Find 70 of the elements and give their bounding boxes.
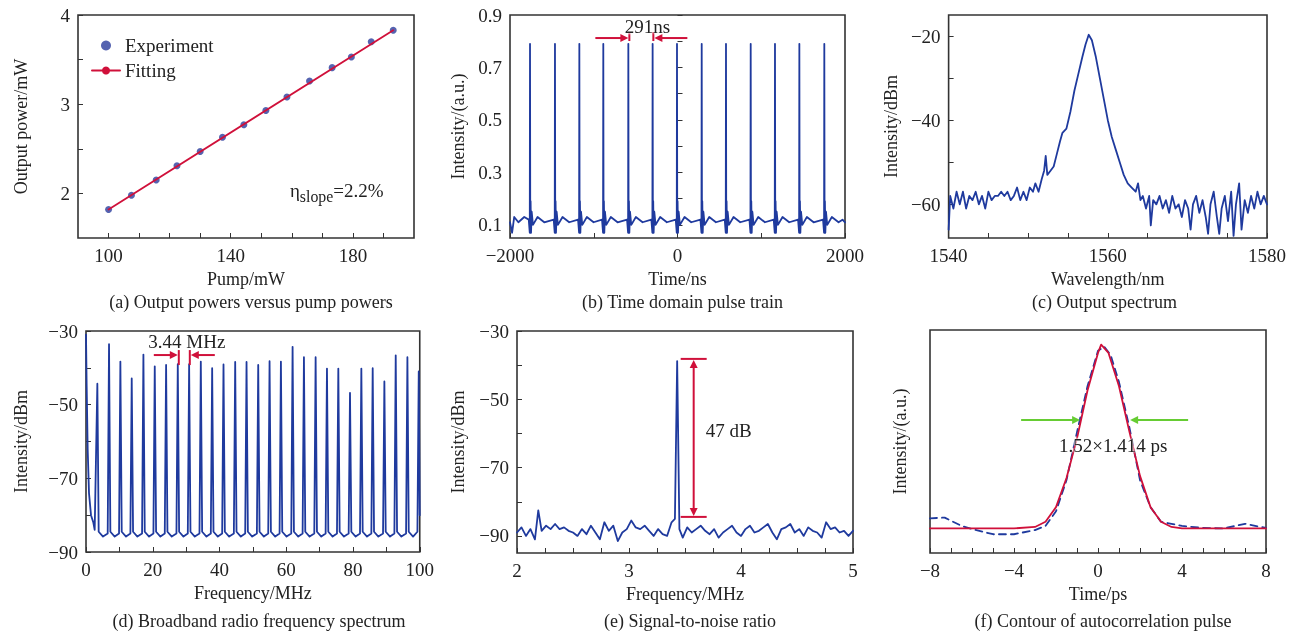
annotation: 47 dB [705, 419, 752, 442]
line-series [85, 333, 421, 538]
x-tick-label: 180 [338, 245, 368, 266]
y-axis-title: Intensity/dBm [881, 75, 901, 178]
x-tick-label: 3 [624, 560, 634, 581]
y-tick-label: 0.7 [478, 56, 502, 78]
y-tick-label: 4 [60, 4, 71, 26]
x-tick-label: 4 [736, 560, 747, 581]
x-tick-label: 100 [94, 245, 123, 266]
x-axis-title: Wavelength/nm [1051, 268, 1165, 289]
line-series [516, 360, 854, 542]
y-tick-label: −60 [910, 193, 941, 215]
y-tick-label: −90 [48, 541, 78, 563]
x-tick-label: 20 [143, 559, 163, 580]
y-tick-label: −30 [479, 320, 509, 342]
x-tick-label: 0 [81, 559, 91, 580]
y-tick-label: 3 [60, 93, 70, 115]
y-tick-label: −40 [910, 109, 941, 131]
y-axis-title: Intensity/(a.u.) [448, 73, 469, 180]
y-tick-label: −30 [48, 320, 78, 342]
x-tick-label: 8 [1261, 560, 1271, 581]
y-axis-title: Intensity/(a.u.) [890, 388, 911, 495]
text: (f) Contour of autocorrelation pulse [974, 611, 1232, 632]
y-tick-label: −50 [479, 388, 509, 410]
annotation: 3.44 MHz [148, 331, 226, 354]
x-tick-label: 140 [216, 245, 245, 266]
x-tick-label: 0 [672, 245, 683, 266]
legend-label: Experiment [125, 35, 215, 56]
y-axis-title: Intensity/dBm [11, 390, 31, 493]
x-tick-label: 60 [276, 559, 296, 580]
legend-label: Fitting [125, 60, 177, 81]
x-tick-label: −8 [919, 560, 941, 581]
text: (c) Output spectrum [1032, 292, 1177, 313]
y-tick-label: −70 [48, 467, 78, 489]
y-tick-label: 2 [60, 182, 70, 204]
x-tick-label: 5 [848, 560, 858, 581]
annotation: η$_{slope}$=2.2% [289, 180, 384, 207]
x-tick-label: 1540 [929, 245, 968, 266]
x-axis-title: Time/ns [648, 268, 707, 289]
text: (e) Signal-to-noise ratio [604, 611, 776, 632]
x-tick-label: 2 [512, 560, 522, 581]
y-tick-label: 0.5 [478, 109, 502, 131]
x-tick-label: 0 [1093, 560, 1103, 581]
x-tick-label: 1580 [1248, 245, 1286, 266]
y-tick-label: −20 [910, 25, 941, 47]
text: (b) Time domain pulse train [582, 292, 783, 313]
x-axis-title: Frequency/MHz [193, 582, 312, 603]
x-tick-label: 1560 [1088, 245, 1127, 266]
annotation: 291ns [624, 16, 671, 39]
x-tick-label: 40 [210, 559, 229, 580]
x-axis-title: Time/ps [1068, 583, 1128, 604]
x-tick-label: 80 [343, 559, 363, 580]
x-tick-label: −2000 [485, 245, 535, 266]
y-tick-label: −50 [48, 394, 78, 416]
x-axis-title: Pump/mW [206, 268, 286, 289]
y-tick-label: −90 [479, 525, 509, 547]
x-tick-label: 4 [1177, 560, 1188, 581]
y-axis-title: Intensity/dBm [448, 390, 468, 494]
text: (a) Output powers versus pump powers [109, 292, 393, 313]
y-axis-title: Output power/mW [11, 58, 31, 195]
line-series [947, 33, 1268, 237]
text: (d) Broadband radio frequency spectrum [112, 611, 406, 632]
x-tick-label: 100 [405, 559, 434, 580]
y-tick-label: 0.3 [478, 161, 502, 183]
y-tick-label: 0.1 [478, 214, 502, 236]
y-tick-label: −70 [479, 457, 509, 479]
x-tick-label: −4 [1003, 560, 1025, 581]
y-tick-label: 0.9 [478, 4, 502, 26]
x-tick-label: 2000 [826, 245, 864, 266]
x-axis-title: Frequency/MHz [626, 583, 744, 604]
